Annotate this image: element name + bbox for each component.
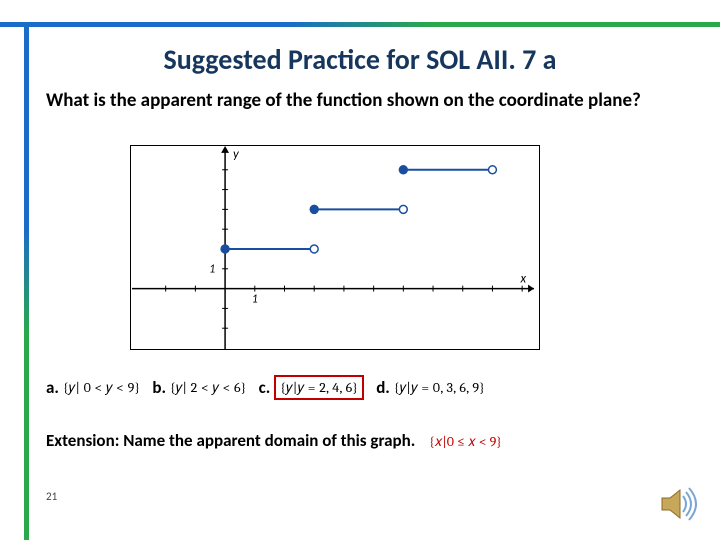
option-c-label: c. <box>259 377 271 398</box>
svg-text:y: y <box>233 147 240 162</box>
option-c-math: {𝑦|𝑦 = 2, 4, 6} <box>274 375 364 400</box>
svg-text:x: x <box>520 272 527 287</box>
option-a: a. {𝑦| 0 < 𝑦 < 9} <box>46 377 140 398</box>
speaker-icon <box>656 482 700 526</box>
question-text: What is the apparent range of the functi… <box>46 90 666 113</box>
slide-border-top <box>0 22 720 27</box>
svg-text:1: 1 <box>252 292 258 306</box>
option-b-label: b. <box>152 377 166 398</box>
option-a-math: {𝑦| 0 < 𝑦 < 9} <box>63 379 140 396</box>
option-a-label: a. <box>46 377 59 398</box>
slide-border-left <box>24 22 29 540</box>
option-b: b. {𝑦| 2 < 𝑦 < 6} <box>152 377 246 398</box>
answer-options: a. {𝑦| 0 < 𝑦 < 9} b. {𝑦| 2 < 𝑦 < 6} c. {… <box>46 375 686 400</box>
option-c: c. {𝑦|𝑦 = 2, 4, 6} <box>259 375 365 400</box>
extension-answer: {𝑥|0 ≤ 𝑥 < 9} <box>429 433 502 450</box>
option-d-label: d. <box>376 377 390 398</box>
page-number: 21 <box>46 490 57 503</box>
option-d: d. {𝑦|𝑦 = 0, 3, 6, 9} <box>376 377 485 398</box>
option-d-math: {𝑦|𝑦 = 0, 3, 6, 9} <box>394 379 485 396</box>
svg-text:1: 1 <box>209 263 215 277</box>
extension-prompt: Extension: Name the apparent domain of t… <box>46 430 415 451</box>
option-b-math: {𝑦| 2 < 𝑦 < 6} <box>170 379 247 396</box>
coordinate-plane-chart: 1 1 x y <box>130 145 540 350</box>
slide-title: Suggested Practice for SOL AII. 7 a <box>0 42 720 77</box>
extension-row: Extension: Name the apparent domain of t… <box>46 430 686 451</box>
